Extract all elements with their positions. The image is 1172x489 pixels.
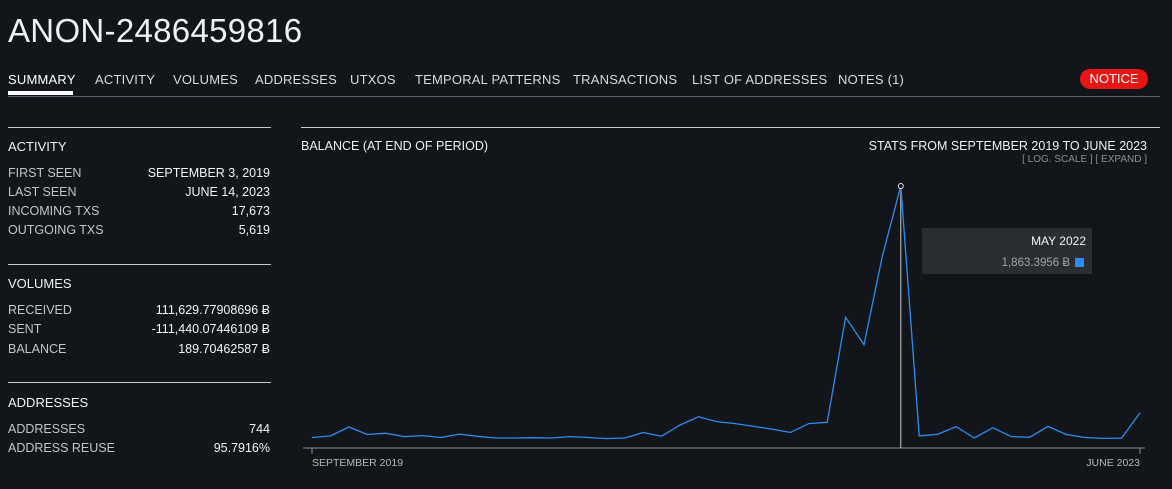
tab-addresses[interactable]: ADDRESSES (255, 72, 337, 87)
divider (301, 127, 1160, 128)
address-reuse-label: ADDRESS REUSE (8, 441, 115, 455)
tab-transactions[interactable]: TRANSACTIONS (573, 72, 678, 87)
sent-value: -111,440.07446109 Ƀ (151, 322, 270, 336)
chart-links: [ LOG. SCALE ] [ EXPAND ] (1022, 154, 1147, 165)
last-seen-value: JUNE 14, 2023 (185, 185, 270, 199)
balance-series-line[interactable] (311, 185, 1141, 440)
incoming-txs-label: INCOMING TXS (8, 204, 100, 218)
notice-button[interactable]: NOTICE (1080, 69, 1148, 89)
divider (8, 127, 271, 128)
tab-volumes[interactable]: VOLUMES (173, 72, 238, 87)
balance-points (311, 183, 1141, 439)
section-title-addresses: ADDRESSES (8, 395, 89, 410)
tab-summary[interactable]: SUMMARY (8, 72, 76, 87)
x-tick-label: SEPTEMBER 2019 (312, 457, 403, 469)
outgoing-txs-value: 5,619 (238, 223, 270, 237)
last-seen-label: LAST SEEN (8, 185, 77, 199)
addresses-value: 744 (249, 422, 270, 436)
tooltip-value: 1,863.3956 Ƀ (1001, 257, 1070, 269)
tooltip-series-swatch (1075, 258, 1084, 267)
balance-value: 189.70462587 Ƀ (178, 342, 270, 356)
sent-label: SENT (8, 322, 42, 336)
log-scale-link[interactable]: [ LOG. SCALE ] (1022, 154, 1093, 165)
page-title: ANON-2486459816 (8, 12, 303, 49)
divider (8, 264, 271, 265)
tab-temporal-patterns[interactable]: TEMPORAL PATTERNS (415, 72, 561, 87)
section-title-volumes: VOLUMES (8, 276, 72, 291)
chart-stats-range: STATS FROM SEPTEMBER 2019 TO JUNE 2023 (868, 139, 1147, 153)
tab-list-of-addresses[interactable]: LIST OF ADDRESSES (692, 72, 828, 87)
x-tick-label: JUNE 2023 (1086, 457, 1140, 469)
tab-bar: SUMMARY ACTIVITY VOLUMES ADDRESSES UTXOS… (8, 69, 1160, 97)
tab-activity[interactable]: ACTIVITY (95, 72, 156, 87)
incoming-txs-value: 17,673 (231, 204, 270, 218)
first-seen-value: SEPTEMBER 3, 2019 (147, 166, 270, 180)
outgoing-txs-label: OUTGOING TXS (8, 223, 104, 237)
addresses-label: ADDRESSES (8, 422, 86, 436)
chart-tooltip: MAY 2022 1,863.3956 Ƀ (922, 228, 1092, 274)
active-tab-indicator (8, 91, 73, 95)
highlighted-data-point[interactable] (897, 183, 904, 189)
expand-link[interactable]: [ EXPAND ] (1095, 154, 1148, 165)
received-label: RECEIVED (8, 303, 72, 317)
tooltip-date: MAY 2022 (1031, 234, 1086, 248)
chart-title: BALANCE (AT END OF PERIOD) (301, 139, 489, 153)
tab-utxos[interactable]: UTXOS (350, 72, 396, 87)
address-reuse-value: 95.7916% (213, 441, 270, 455)
tab-notes[interactable]: NOTES (1) (838, 72, 905, 87)
received-value: 111,629.77908696 Ƀ (155, 303, 270, 317)
first-seen-label: FIRST SEEN (8, 166, 82, 180)
balance-label: BALANCE (8, 342, 67, 356)
section-title-activity: ACTIVITY (8, 139, 67, 154)
divider (8, 382, 271, 383)
